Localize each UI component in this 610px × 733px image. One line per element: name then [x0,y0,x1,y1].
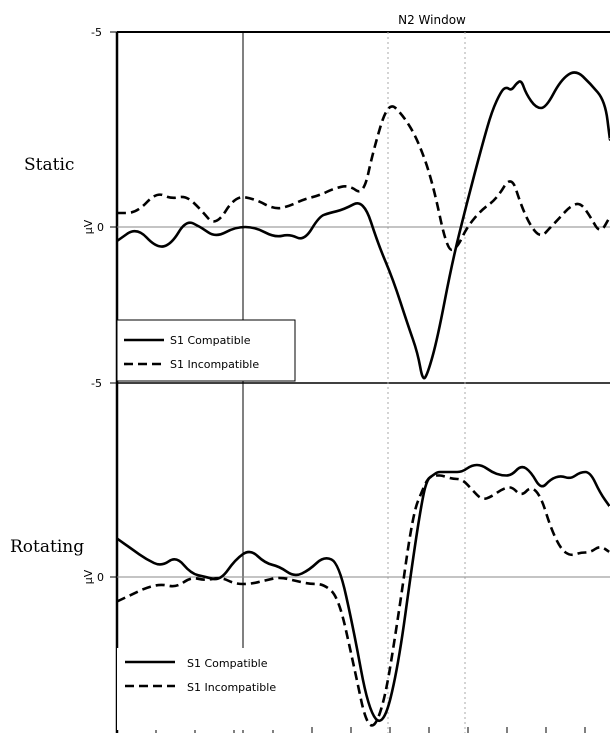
series-line-rotating-s1-incompatible [116,474,610,727]
n2-window-title: N2 Window [398,13,466,27]
y-tick-static-top: -5 [91,26,102,39]
y-axis-label-rotating: µV [82,569,95,584]
y-tick-static-bottom: -5 [91,377,102,390]
y-tick-static-zero: 0 [97,221,104,234]
series-line-static-s1-compatible [116,71,610,380]
legend-static-incompatible: S1 Incompatible [170,358,259,371]
y-tick-rotating-zero: 0 [97,571,104,584]
legend-rotating-compatible: S1 Compatible [187,657,268,670]
row-label-static: Static [24,155,74,175]
y-axis-label-static: µV [82,219,95,234]
legend-rotating: S1 Compatible S1 Incompatible [117,648,303,730]
legend-static-compatible: S1 Compatible [170,334,251,347]
row-label-rotating: Rotating [10,537,84,557]
legend-rotating-incompatible: S1 Incompatible [187,681,276,694]
series-line-static-s1-incompatible [117,105,610,252]
legend-static: S1 Compatible S1 Incompatible [116,319,296,382]
